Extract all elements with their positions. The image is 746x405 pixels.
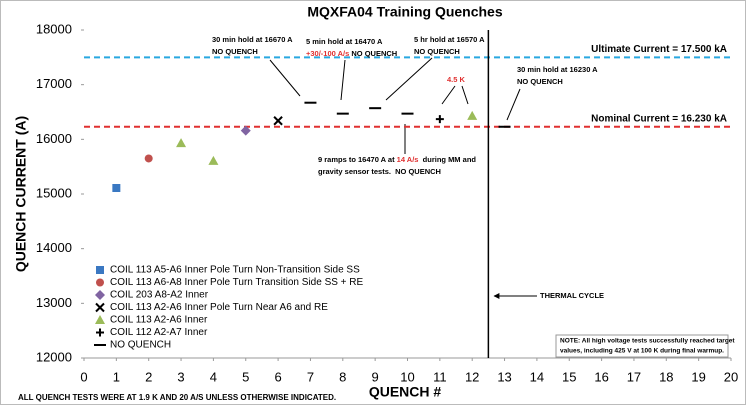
point xyxy=(208,155,219,165)
annotation-arrows xyxy=(269,57,537,296)
annotation: 30 min hold at 16670 A xyxy=(212,35,293,44)
annotation: gravity sensor tests. NO QUENCH xyxy=(318,167,441,176)
legend-marker xyxy=(95,290,105,300)
note-box xyxy=(555,334,729,358)
annotation-part: NO QUENCH xyxy=(414,47,460,56)
x-tick-label: 20 xyxy=(724,369,738,384)
legend-marker xyxy=(96,266,104,274)
legend-marker xyxy=(95,315,105,324)
y-tick-label: 14000 xyxy=(36,240,72,255)
reference-label: Nominal Current = 16.230 kA xyxy=(591,113,727,124)
annotation-part: 4.5 K xyxy=(447,75,466,84)
legend-marker xyxy=(96,278,104,287)
legend-label: COIL 113 A6-A8 Inner Pole Turn Transitio… xyxy=(110,277,364,288)
legend-label: COIL 113 A2-A6 Inner Pole Turn Near A6 a… xyxy=(110,302,328,313)
annotation: 5 min hold at 16470 A xyxy=(306,37,383,46)
note: NOTE: All high voltage tests successfull… xyxy=(560,338,735,345)
point xyxy=(467,110,478,120)
x-tick-label: 1 xyxy=(113,369,120,384)
annotation-part: 14 A/s xyxy=(397,155,419,164)
point xyxy=(273,116,283,126)
y-tick-label: 15000 xyxy=(36,185,72,200)
x-tick-label: 10 xyxy=(400,369,414,384)
x-tick-label: 15 xyxy=(562,369,576,384)
annotation-part: 9 ramps to 16470 A at xyxy=(318,155,397,164)
note: values, including 425 V at 100 K during … xyxy=(560,348,724,355)
point xyxy=(176,138,187,148)
annotation-part: 30 min hold at 16230 A xyxy=(517,65,598,74)
legend-label: COIL 113 A2-A6 Inner xyxy=(110,315,208,326)
x-tick-label: 12 xyxy=(465,369,479,384)
x-axis-label: QUENCH # xyxy=(369,384,442,400)
point xyxy=(112,183,121,192)
legend-marker xyxy=(95,302,105,313)
annotation-part: NO QUENCH xyxy=(212,47,258,56)
y-tick-label: 16000 xyxy=(36,131,72,146)
legend-label: COIL 113 A5-A6 Inner Pole Turn Non-Trans… xyxy=(110,265,360,276)
annotation: NO QUENCH xyxy=(517,77,563,86)
annotation: 30 min hold at 16230 A xyxy=(517,65,598,74)
reference-label: Ultimate Current = 17.500 kA xyxy=(591,44,727,55)
x-tick-label: 18 xyxy=(659,369,673,384)
annotation-part: NO QUENCH xyxy=(517,77,563,86)
chart-title: MQXFA04 Training Quenches xyxy=(307,4,502,20)
x-tick-label: 14 xyxy=(530,369,544,384)
y-axis-label: QUENCH CURRENT (A) xyxy=(13,116,29,272)
annotation-part: gravity sensor tests. NO QUENCH xyxy=(318,167,441,176)
annotation: NO QUENCH xyxy=(414,47,460,56)
annotation-part: NO QUENCH xyxy=(349,49,397,58)
legend-label: NO QUENCH xyxy=(110,340,171,351)
legend-label: COIL 203 A8-A2 Inner xyxy=(110,290,209,301)
x-tick-label: 5 xyxy=(242,369,249,384)
x-tick-label: 7 xyxy=(307,369,314,384)
x-tick-label: 13 xyxy=(497,369,511,384)
annotation-part: 5 hr hold at 16570 A xyxy=(414,35,485,44)
annotation-part: during MM and xyxy=(418,155,476,164)
x-tick-label: 9 xyxy=(372,369,379,384)
x-tick-label: 8 xyxy=(339,369,346,384)
annotation-part: +30/-100 A/s xyxy=(306,49,349,58)
annotation: 9 ramps to 16470 A at 14 A/s during MM a… xyxy=(318,155,476,164)
annotation: NO QUENCH xyxy=(212,47,258,56)
annotation-part: 5 min hold at 16470 A xyxy=(306,37,383,46)
x-tick-label: 11 xyxy=(433,369,447,384)
y-tick-label: 17000 xyxy=(36,76,72,91)
point xyxy=(435,115,444,124)
x-tick-label: 19 xyxy=(691,369,705,384)
x-tick-label: 6 xyxy=(274,369,281,384)
x-tick-label: 0 xyxy=(80,369,87,384)
y-tick-label: 18000 xyxy=(36,21,72,36)
x-tick-label: 17 xyxy=(627,369,641,384)
legend-label: COIL 112 A2-A7 Inner xyxy=(110,327,208,338)
annotation: +30/-100 A/s NO QUENCH xyxy=(306,49,397,58)
annotation: THERMAL CYCLE xyxy=(540,291,604,300)
annotation-part: 30 min hold at 16670 A xyxy=(212,35,293,44)
footnote: ALL QUENCH TESTS WERE AT 1.9 K AND 20 A/… xyxy=(18,393,336,402)
point xyxy=(240,125,251,136)
x-tick-label: 16 xyxy=(594,369,608,384)
y-tick-label: 13000 xyxy=(36,295,72,310)
legend-marker xyxy=(96,328,104,337)
x-tick-label: 4 xyxy=(210,369,217,384)
y-tick-label: 12000 xyxy=(36,349,72,364)
x-tick-label: 3 xyxy=(177,369,184,384)
point xyxy=(144,154,153,163)
annotation-part: THERMAL CYCLE xyxy=(540,291,604,300)
annotation: 4.5 K xyxy=(447,75,466,84)
annotation: 5 hr hold at 16570 A xyxy=(414,35,485,44)
x-tick-label: 2 xyxy=(145,369,152,384)
